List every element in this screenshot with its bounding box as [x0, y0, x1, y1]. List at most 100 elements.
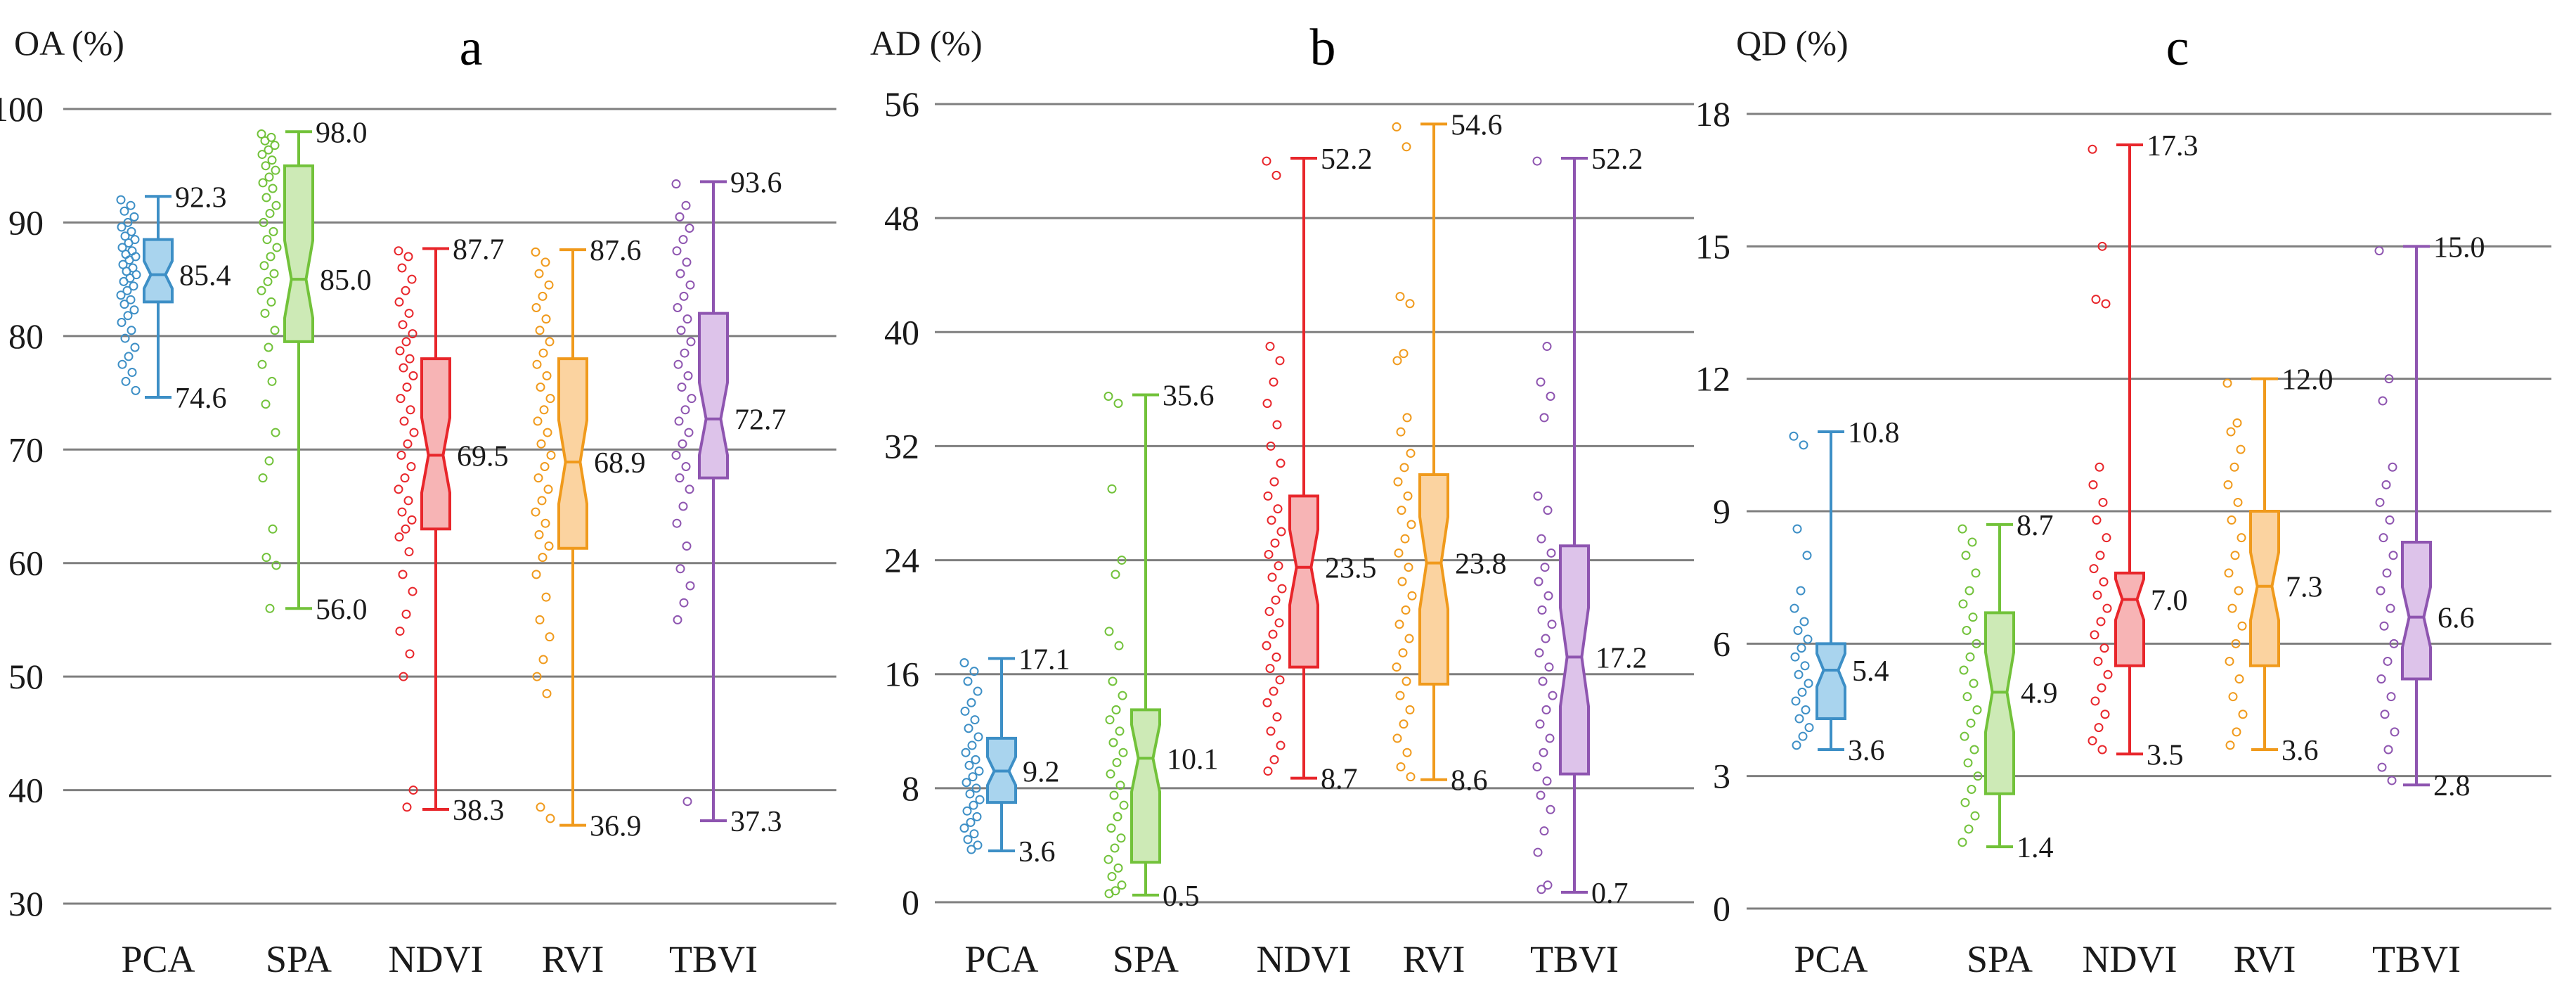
- data-point: [122, 286, 132, 295]
- data-point: [1539, 826, 1549, 836]
- data-point: [2092, 515, 2102, 525]
- y-tick-label: 56: [884, 84, 919, 124]
- data-point: [2227, 603, 2237, 613]
- data-point: [679, 291, 689, 301]
- data-point: [131, 385, 141, 395]
- data-point: [266, 252, 276, 262]
- data-point: [1800, 661, 1810, 671]
- data-point: [1962, 692, 1972, 702]
- data-point: [1543, 506, 1553, 515]
- category-label: RVI: [2234, 938, 2296, 980]
- data-point: [1269, 477, 1279, 487]
- data-point: [1532, 156, 1542, 166]
- data-point: [1541, 705, 1551, 714]
- data-point: [535, 326, 545, 335]
- y-tick-label: 30: [8, 884, 44, 923]
- data-point: [395, 627, 405, 636]
- data-point: [1536, 377, 1546, 387]
- data-point: [1266, 441, 1276, 451]
- data-point: [1536, 534, 1546, 544]
- data-point: [542, 688, 552, 698]
- data-point: [261, 399, 271, 409]
- data-point: [403, 439, 413, 449]
- data-point: [2094, 723, 2104, 733]
- data-point: [531, 507, 541, 517]
- max-value-label: 35.6: [1163, 380, 1215, 412]
- data-point: [674, 416, 684, 426]
- data-point: [405, 354, 415, 364]
- data-point: [126, 295, 136, 304]
- data-point: [1395, 691, 1405, 700]
- min-value-label: 3.6: [2281, 735, 2319, 767]
- data-point: [1543, 591, 1553, 601]
- data-point: [685, 280, 695, 290]
- data-point: [682, 541, 692, 551]
- data-point: [118, 259, 128, 269]
- data-point: [681, 200, 691, 210]
- data-point: [1972, 705, 1982, 714]
- data-point: [119, 276, 129, 286]
- median-value-label: 69.5: [457, 440, 509, 473]
- box-tbvi: 52.2 17.2 0.7 TBVI: [1530, 143, 1647, 980]
- data-point: [2232, 418, 2242, 428]
- data-point: [1791, 696, 1801, 706]
- data-point: [675, 564, 685, 574]
- data-point: [401, 337, 411, 347]
- data-point: [2233, 497, 2243, 507]
- data-point: [546, 450, 556, 460]
- data-point: [1394, 548, 1404, 558]
- data-point: [1271, 170, 1281, 180]
- data-point: [1538, 676, 1548, 686]
- data-point: [1972, 639, 1981, 648]
- category-label: PCA: [121, 938, 195, 980]
- min-value-label: 8.6: [1451, 765, 1488, 797]
- median-value-label: 23.5: [1325, 553, 1377, 585]
- data-point: [1406, 520, 1416, 530]
- median-value-label: 85.4: [179, 260, 231, 293]
- data-point: [1107, 872, 1117, 882]
- data-point: [1268, 629, 1278, 639]
- data-point: [672, 246, 682, 256]
- data-point: [405, 649, 415, 659]
- category-label: SPA: [1967, 938, 2033, 980]
- data-point: [973, 686, 983, 696]
- data-point: [672, 518, 682, 528]
- data-point: [1406, 449, 1416, 458]
- data-point: [1118, 748, 1128, 757]
- notched-box: [1288, 494, 1319, 669]
- panel-title: a: [460, 19, 483, 77]
- data-point: [260, 309, 270, 319]
- data-point: [1392, 662, 1402, 672]
- data-point: [1789, 431, 1799, 441]
- y-tick-label: 9: [1713, 492, 1730, 531]
- data-point: [1543, 880, 1553, 890]
- data-point: [261, 161, 271, 171]
- category-label: SPA: [1113, 938, 1179, 980]
- data-point: [1269, 686, 1279, 696]
- data-point: [260, 136, 270, 146]
- data-point: [1547, 620, 1557, 629]
- y-tick-label: 100: [0, 89, 44, 129]
- data-point: [1115, 726, 1125, 736]
- data-point: [2223, 480, 2233, 489]
- data-point: [964, 724, 973, 733]
- data-point: [973, 732, 983, 742]
- data-point: [1117, 880, 1127, 890]
- data-point: [969, 667, 979, 676]
- data-point: [1111, 705, 1121, 714]
- data-point: [1397, 506, 1406, 515]
- y-tick-label: 0: [902, 883, 919, 922]
- data-point: [2092, 590, 2102, 600]
- data-point: [1262, 399, 1272, 409]
- max-value-label: 8.7: [2017, 510, 2054, 542]
- data-point: [271, 165, 280, 175]
- data-point: [682, 257, 692, 267]
- data-point: [403, 496, 413, 506]
- median-value-label: 85.0: [320, 264, 372, 297]
- data-point: [124, 255, 134, 265]
- data-point: [678, 501, 688, 511]
- data-point: [1803, 634, 1813, 644]
- category-label: PCA: [964, 938, 1038, 980]
- min-value-label: 38.3: [453, 795, 505, 827]
- data-point: [675, 473, 685, 483]
